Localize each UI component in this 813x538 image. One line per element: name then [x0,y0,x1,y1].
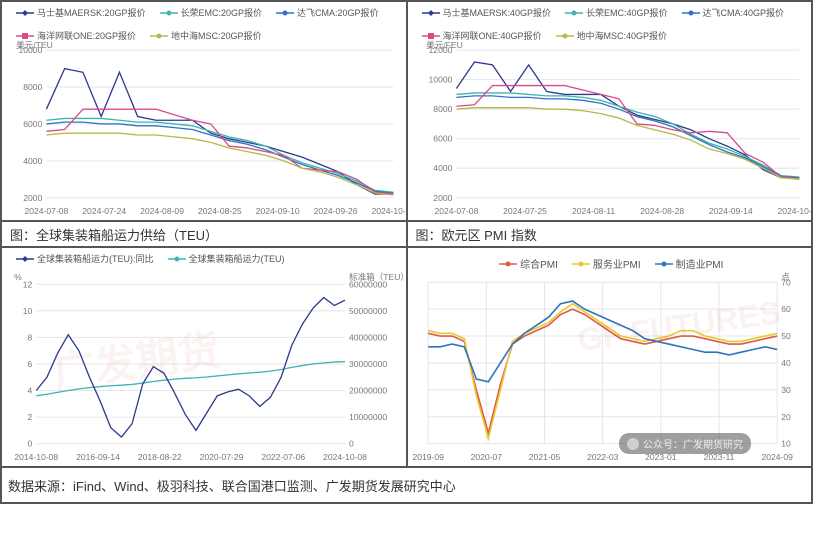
svg-text:2024-08-25: 2024-08-25 [198,206,242,216]
legend-item: 长荣EMC:20GP报价 [160,6,263,19]
legend-item: 马士基MAERSK:40GP报价 [422,6,552,19]
svg-text:标准箱（TEU）: 标准箱（TEU） [349,271,405,282]
svg-text:4000: 4000 [23,156,42,166]
svg-text:2024-10-08: 2024-10-08 [323,452,367,462]
legend-item: 全球集装箱船运力(TEU):同比 [16,252,154,265]
svg-text:2: 2 [27,412,32,422]
svg-text:2016-09-14: 2016-09-14 [76,452,120,462]
svg-text:2022-03: 2022-03 [586,452,618,462]
svg-text:2014-10-08: 2014-10-08 [14,452,58,462]
svg-text:6: 6 [27,359,32,369]
svg-text:2020-07: 2020-07 [470,452,502,462]
plot-bottom-left: 0 2 4 6 8 10 12 0 10000000 20000000 30000000 400000… [2,268,406,466]
legend-item: 长荣EMC:40GP报价 [565,6,668,19]
svg-text:0: 0 [27,439,32,449]
svg-text:60: 60 [781,304,791,314]
svg-text:2024-07-08: 2024-07-08 [434,206,478,216]
legend-item: 全球集装箱船运力(TEU) [168,252,285,265]
svg-text:4000: 4000 [433,163,452,173]
svg-text:2024-08-11: 2024-08-11 [572,206,615,216]
svg-text:点: 点 [781,272,790,282]
svg-text:50000000: 50000000 [349,306,387,316]
legend-bottom-left: 全球集装箱船运力(TEU):同比 全球集装箱船运力(TEU) [2,248,406,267]
chart-bottom-right: 综合PMI服务业PMI制造业PMI 10203040506070点2019-09… [407,247,813,467]
chart-top-left: 马士基MAERSK:20GP报价 长荣EMC:20GP报价达飞CMA:20GP报价… [1,1,407,221]
svg-text:8: 8 [27,332,32,342]
svg-text:8000: 8000 [23,82,42,92]
caption-text: 图：欧元区 PMI 指数 [416,225,537,244]
svg-text:2024-09: 2024-09 [761,452,793,462]
svg-text:%: % [14,272,22,282]
svg-text:6000: 6000 [23,119,42,129]
svg-text:美元/FEU: 美元/FEU [426,39,463,50]
caption-text: 图：全球集装箱船运力供给（TEU） [10,225,218,244]
source-text: 数据来源：iFind、Wind、极羽科技、联合国港口监测、广发期货发展研究中心 [8,476,456,495]
plot-top-right: 20004000600080001000012000美元/FEU2024-07-… [408,38,812,220]
svg-text:30000000: 30000000 [349,359,387,369]
chart-grid: 马士基MAERSK:20GP报价 长荣EMC:20GP报价达飞CMA:20GP报价… [0,0,813,504]
svg-text:2024-09-14: 2024-09-14 [708,206,752,216]
wechat-icon [627,438,639,450]
svg-text:2024-07-08: 2024-07-08 [24,206,68,216]
svg-text:2020-07-29: 2020-07-29 [200,452,244,462]
svg-text:2024-08-09: 2024-08-09 [140,206,184,216]
badge-text: 公众号：广发期货研究 [643,436,743,451]
svg-text:8000: 8000 [433,104,452,114]
svg-text:2000: 2000 [433,193,452,203]
legend-item: 达飞CMA:20GP报价 [276,6,379,19]
svg-text:6000: 6000 [433,134,452,144]
legend-item: 马士基MAERSK:20GP报价 [16,6,146,19]
svg-text:20000000: 20000000 [349,386,387,396]
chart-bottom-left: 全球集装箱船运力(TEU):同比全球集装箱船运力(TEU) 0246810120… [1,247,407,467]
wechat-badge: 公众号：广发期货研究 [619,433,751,454]
caption-bottom-right: 图：欧元区 PMI 指数 [407,221,813,247]
svg-text:4: 4 [27,386,32,396]
legend-item: 达飞CMA:40GP报价 [682,6,785,19]
svg-text:50: 50 [781,331,791,341]
plot-top-left: 200040006000800010000美元/TEU2024-07-08202… [2,38,406,220]
svg-text:30: 30 [781,385,791,395]
svg-text:2024-10-08: 2024-10-08 [371,206,405,216]
svg-text:40: 40 [781,358,791,368]
svg-text:美元/TEU: 美元/TEU [16,39,53,50]
svg-text:10: 10 [23,306,33,316]
svg-text:10000: 10000 [428,75,452,85]
chart-top-right: 马士基MAERSK:40GP报价长荣EMC:40GP报价 达飞CMA:40GP报价… [407,1,813,221]
svg-text:2024-09-26: 2024-09-26 [314,206,358,216]
svg-text:2000: 2000 [23,193,42,203]
svg-text:0: 0 [349,439,354,449]
svg-text:10: 10 [781,439,791,449]
svg-text:2018-08-22: 2018-08-22 [138,452,182,462]
svg-text:2024-08-28: 2024-08-28 [640,206,684,216]
svg-text:2021-05: 2021-05 [528,452,560,462]
svg-text:2024-07-25: 2024-07-25 [503,206,547,216]
svg-text:2024-07-24: 2024-07-24 [82,206,126,216]
svg-text:10000000: 10000000 [349,412,387,422]
svg-text:2024-09-10: 2024-09-10 [256,206,300,216]
svg-text:20: 20 [781,412,791,422]
caption-bottom-left: 图：全球集装箱船运力供给（TEU） [1,221,407,247]
svg-text:40000000: 40000000 [349,332,387,342]
plot-bottom-right: 10203040506070点2019-092020-072021-052022… [408,268,812,466]
svg-text:2024-10-08: 2024-10-08 [777,206,811,216]
svg-text:12: 12 [23,279,33,289]
svg-text:2019-09: 2019-09 [412,452,444,462]
data-source: 数据来源：iFind、Wind、极羽科技、联合国港口监测、广发期货发展研究中心 [1,467,812,503]
svg-text:2022-07-06: 2022-07-06 [261,452,305,462]
